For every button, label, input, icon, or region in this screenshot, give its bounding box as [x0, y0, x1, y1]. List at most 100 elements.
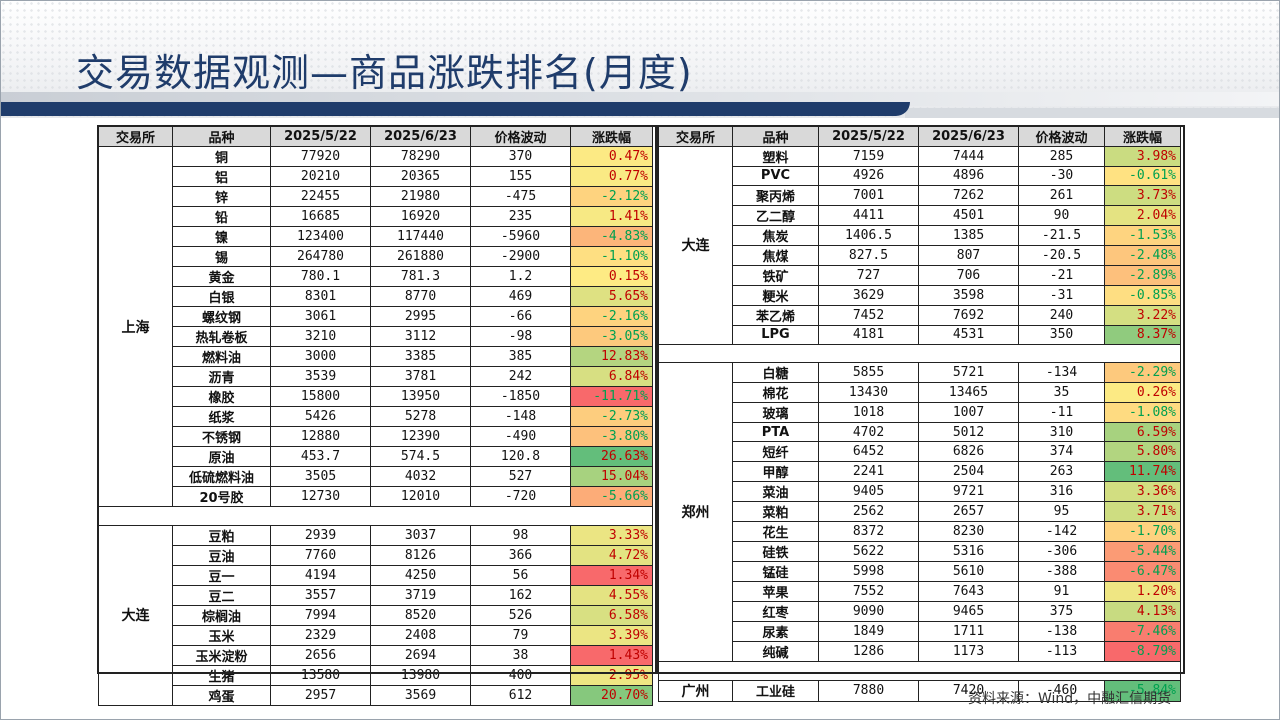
table-row: 纯碱 1286 1173 -113 -8.79% [659, 641, 1181, 663]
price-end-cell: 4501 [918, 204, 1019, 226]
product-name-cell: 原油 [172, 446, 271, 467]
price-start-cell: 2562 [818, 501, 919, 523]
price-start-cell: 7760 [270, 544, 371, 566]
table-row: 铅 16685 16920 235 1.41% [99, 206, 653, 227]
price-change-cell: 526 [470, 604, 571, 626]
table-row: 焦煤 827.5 807 -20.5 -2.48% [659, 244, 1181, 266]
table-row: 苹果 7552 7643 91 1.20% [659, 581, 1181, 603]
table-row: PVC 4926 4896 -30 -0.61% [659, 166, 1181, 186]
table-row: 花生 8372 8230 -142 -1.70% [659, 521, 1181, 543]
price-end-cell: 7420 [918, 679, 1019, 702]
price-end-cell: 13950 [370, 386, 471, 407]
table-row: 20号胶 12730 12010 -720 -5.66% [99, 486, 653, 507]
table-row: 玉米 2329 2408 79 3.39% [99, 624, 653, 646]
product-name-cell: 铅 [172, 206, 271, 227]
table-row: 锌 22455 21980 -475 -2.12% [99, 186, 653, 207]
table-row: 橡胶 15800 13950 -1850 -11.71% [99, 386, 653, 407]
product-name-cell: 豆二 [172, 584, 271, 606]
price-change-cell: -113 [1018, 641, 1105, 663]
price-change-cell: 79 [470, 624, 571, 646]
price-change-cell: -1850 [470, 386, 571, 407]
price-change-cell: 120.8 [470, 446, 571, 467]
product-name-cell: 粳米 [732, 284, 819, 306]
price-change-cell: 242 [470, 366, 571, 387]
table-row: 纸浆 5426 5278 -148 -2.73% [99, 406, 653, 427]
pct-change-cell: 2.95% [570, 664, 653, 686]
table-row: 玉米淀粉 2656 2694 38 1.43% [99, 644, 653, 666]
price-end-cell: 3112 [370, 326, 471, 347]
price-end-cell: 9465 [918, 601, 1019, 623]
header-date-2: 2025/6/23 [918, 126, 1019, 147]
price-end-cell: 20365 [370, 166, 471, 187]
price-change-cell: -142 [1018, 521, 1105, 543]
header-background [0, 0, 1280, 118]
price-change-cell: -98 [470, 326, 571, 347]
table-row: 燃料油 3000 3385 385 12.83% [99, 346, 653, 367]
price-change-cell: 95 [1018, 501, 1105, 523]
table-row: 豆一 4194 4250 56 1.34% [99, 564, 653, 586]
table-row: 不锈钢 12880 12390 -490 -3.80% [99, 426, 653, 447]
product-name-cell: 聚丙烯 [732, 184, 819, 206]
product-name-cell: 螺纹钢 [172, 306, 271, 327]
table-row: 豆二 3557 3719 162 4.55% [99, 584, 653, 606]
pct-change-cell: -0.85% [1104, 284, 1181, 306]
price-start-cell: 4181 [818, 324, 919, 345]
group-separator-row [98, 506, 653, 526]
price-start-cell: 3061 [270, 306, 371, 327]
price-start-cell: 13580 [270, 664, 371, 686]
table-row: LPG 4181 4531 350 8.37% [659, 324, 1181, 345]
price-start-cell: 1406.5 [818, 224, 919, 246]
price-end-cell: 706 [918, 264, 1019, 286]
exchange-cell: 上海 [98, 146, 173, 507]
pct-change-cell: -5.84% [1104, 679, 1181, 702]
pct-change-cell: 3.73% [1104, 184, 1181, 206]
table-row: 菜粕 2562 2657 95 3.71% [659, 501, 1181, 523]
price-start-cell: 3000 [270, 346, 371, 367]
price-end-cell: 1173 [918, 641, 1019, 663]
product-name-cell: 棉花 [732, 382, 819, 404]
price-start-cell: 4702 [818, 422, 919, 443]
price-end-cell: 4032 [370, 466, 471, 487]
product-name-cell: 玉米 [172, 624, 271, 646]
table-row: 棕榈油 7994 8520 526 6.58% [99, 604, 653, 626]
price-end-cell: 13980 [370, 664, 471, 686]
pct-change-cell: 5.65% [570, 286, 653, 307]
price-change-cell: 38 [470, 644, 571, 666]
table-row: 热轧卷板 3210 3112 -98 -3.05% [99, 326, 653, 347]
price-start-cell: 22455 [270, 186, 371, 207]
price-start-cell: 827.5 [818, 244, 919, 266]
header-exchange: 交易所 [658, 126, 733, 147]
price-start-cell: 264780 [270, 246, 371, 267]
product-name-cell: 棕榈油 [172, 604, 271, 626]
price-start-cell: 1849 [818, 621, 919, 643]
price-change-cell: -21.5 [1018, 224, 1105, 246]
header-change: 价格波动 [1018, 126, 1105, 147]
price-start-cell: 5622 [818, 541, 919, 563]
product-name-cell: 纯碱 [732, 641, 819, 663]
price-end-cell: 8770 [370, 286, 471, 307]
price-end-cell: 12390 [370, 426, 471, 447]
price-start-cell: 5855 [818, 362, 919, 384]
pct-change-cell: 5.80% [1104, 441, 1181, 463]
table-row: 生猪 13580 13980 400 2.95% [99, 664, 653, 686]
price-end-cell: 3719 [370, 584, 471, 606]
price-end-cell: 1711 [918, 621, 1019, 643]
price-start-cell: 453.7 [270, 446, 371, 467]
price-change-cell: 155 [470, 166, 571, 187]
product-name-cell: 不锈钢 [172, 426, 271, 447]
pct-change-cell: -1.08% [1104, 402, 1181, 424]
price-end-cell: 7262 [918, 184, 1019, 206]
pct-change-cell: 20.70% [570, 684, 653, 706]
pct-change-cell: -2.89% [1104, 264, 1181, 286]
price-end-cell: 4250 [370, 564, 471, 586]
pct-change-cell: -2.48% [1104, 244, 1181, 266]
price-change-cell: -388 [1018, 561, 1105, 583]
price-change-cell: 56 [470, 564, 571, 586]
pct-change-cell: -3.05% [570, 326, 653, 347]
pct-change-cell: -2.29% [1104, 362, 1181, 384]
product-name-cell: 铜 [172, 146, 271, 167]
header-product: 品种 [172, 126, 271, 147]
pct-change-cell: 6.59% [1104, 422, 1181, 443]
pct-change-cell: 3.98% [1104, 146, 1181, 167]
price-end-cell: 3385 [370, 346, 471, 367]
